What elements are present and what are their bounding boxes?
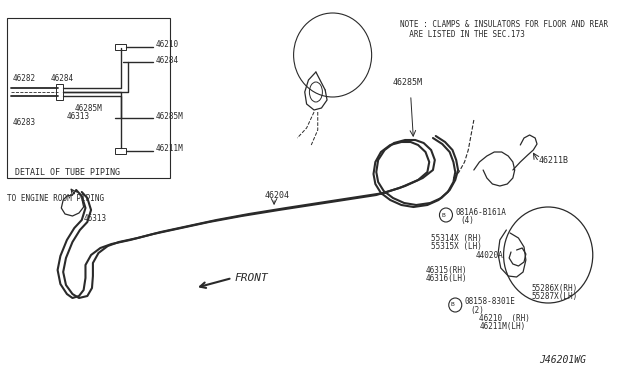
Text: 46313: 46313	[84, 214, 107, 222]
Bar	[115, 148, 126, 154]
Text: 46283: 46283	[13, 118, 36, 126]
Text: (4): (4)	[461, 215, 475, 224]
Bar	[56, 84, 63, 100]
Text: 46210  (RH): 46210 (RH)	[479, 314, 531, 323]
Text: 46285M: 46285M	[392, 77, 422, 87]
Text: 081A6-B161A: 081A6-B161A	[455, 208, 506, 217]
Text: TO ENGINE ROOM PIPING: TO ENGINE ROOM PIPING	[8, 193, 104, 202]
Text: FRONT: FRONT	[234, 273, 268, 283]
Text: NOTE : CLAMPS & INSULATORS FOR FLOOR AND REAR
  ARE LISTED IN THE SEC.173: NOTE : CLAMPS & INSULATORS FOR FLOOR AND…	[399, 20, 607, 39]
Text: 46316(LH): 46316(LH)	[426, 273, 467, 282]
Text: 46285M: 46285M	[74, 103, 102, 112]
Text: 46284: 46284	[155, 55, 179, 64]
Text: B: B	[451, 302, 454, 308]
Text: 46210: 46210	[155, 39, 179, 48]
Text: 46284: 46284	[51, 74, 74, 83]
Text: 46204: 46204	[265, 190, 290, 199]
Text: 46315(RH): 46315(RH)	[426, 266, 467, 275]
Text: J46201WG: J46201WG	[539, 355, 586, 365]
Text: 55286X(RH): 55286X(RH)	[531, 283, 578, 292]
Text: 46211B: 46211B	[539, 155, 569, 164]
Text: 46211M(LH): 46211M(LH)	[479, 321, 525, 330]
Text: 55287X(LH): 55287X(LH)	[531, 292, 578, 301]
Bar	[8, 18, 170, 178]
Bar	[115, 44, 126, 50]
Text: (2): (2)	[470, 305, 484, 314]
Text: 46285M: 46285M	[155, 112, 183, 121]
Text: 46211M: 46211M	[155, 144, 183, 153]
Text: DETAIL OF TUBE PIPING: DETAIL OF TUBE PIPING	[15, 167, 120, 176]
Text: 46282: 46282	[13, 74, 36, 83]
Text: 46313: 46313	[67, 112, 90, 121]
Text: 08158-8301E: 08158-8301E	[465, 298, 515, 307]
Text: 44020A: 44020A	[476, 251, 504, 260]
Text: B: B	[442, 212, 445, 218]
Text: 55315X (LH): 55315X (LH)	[431, 241, 482, 250]
Text: 55314X (RH): 55314X (RH)	[431, 234, 482, 243]
